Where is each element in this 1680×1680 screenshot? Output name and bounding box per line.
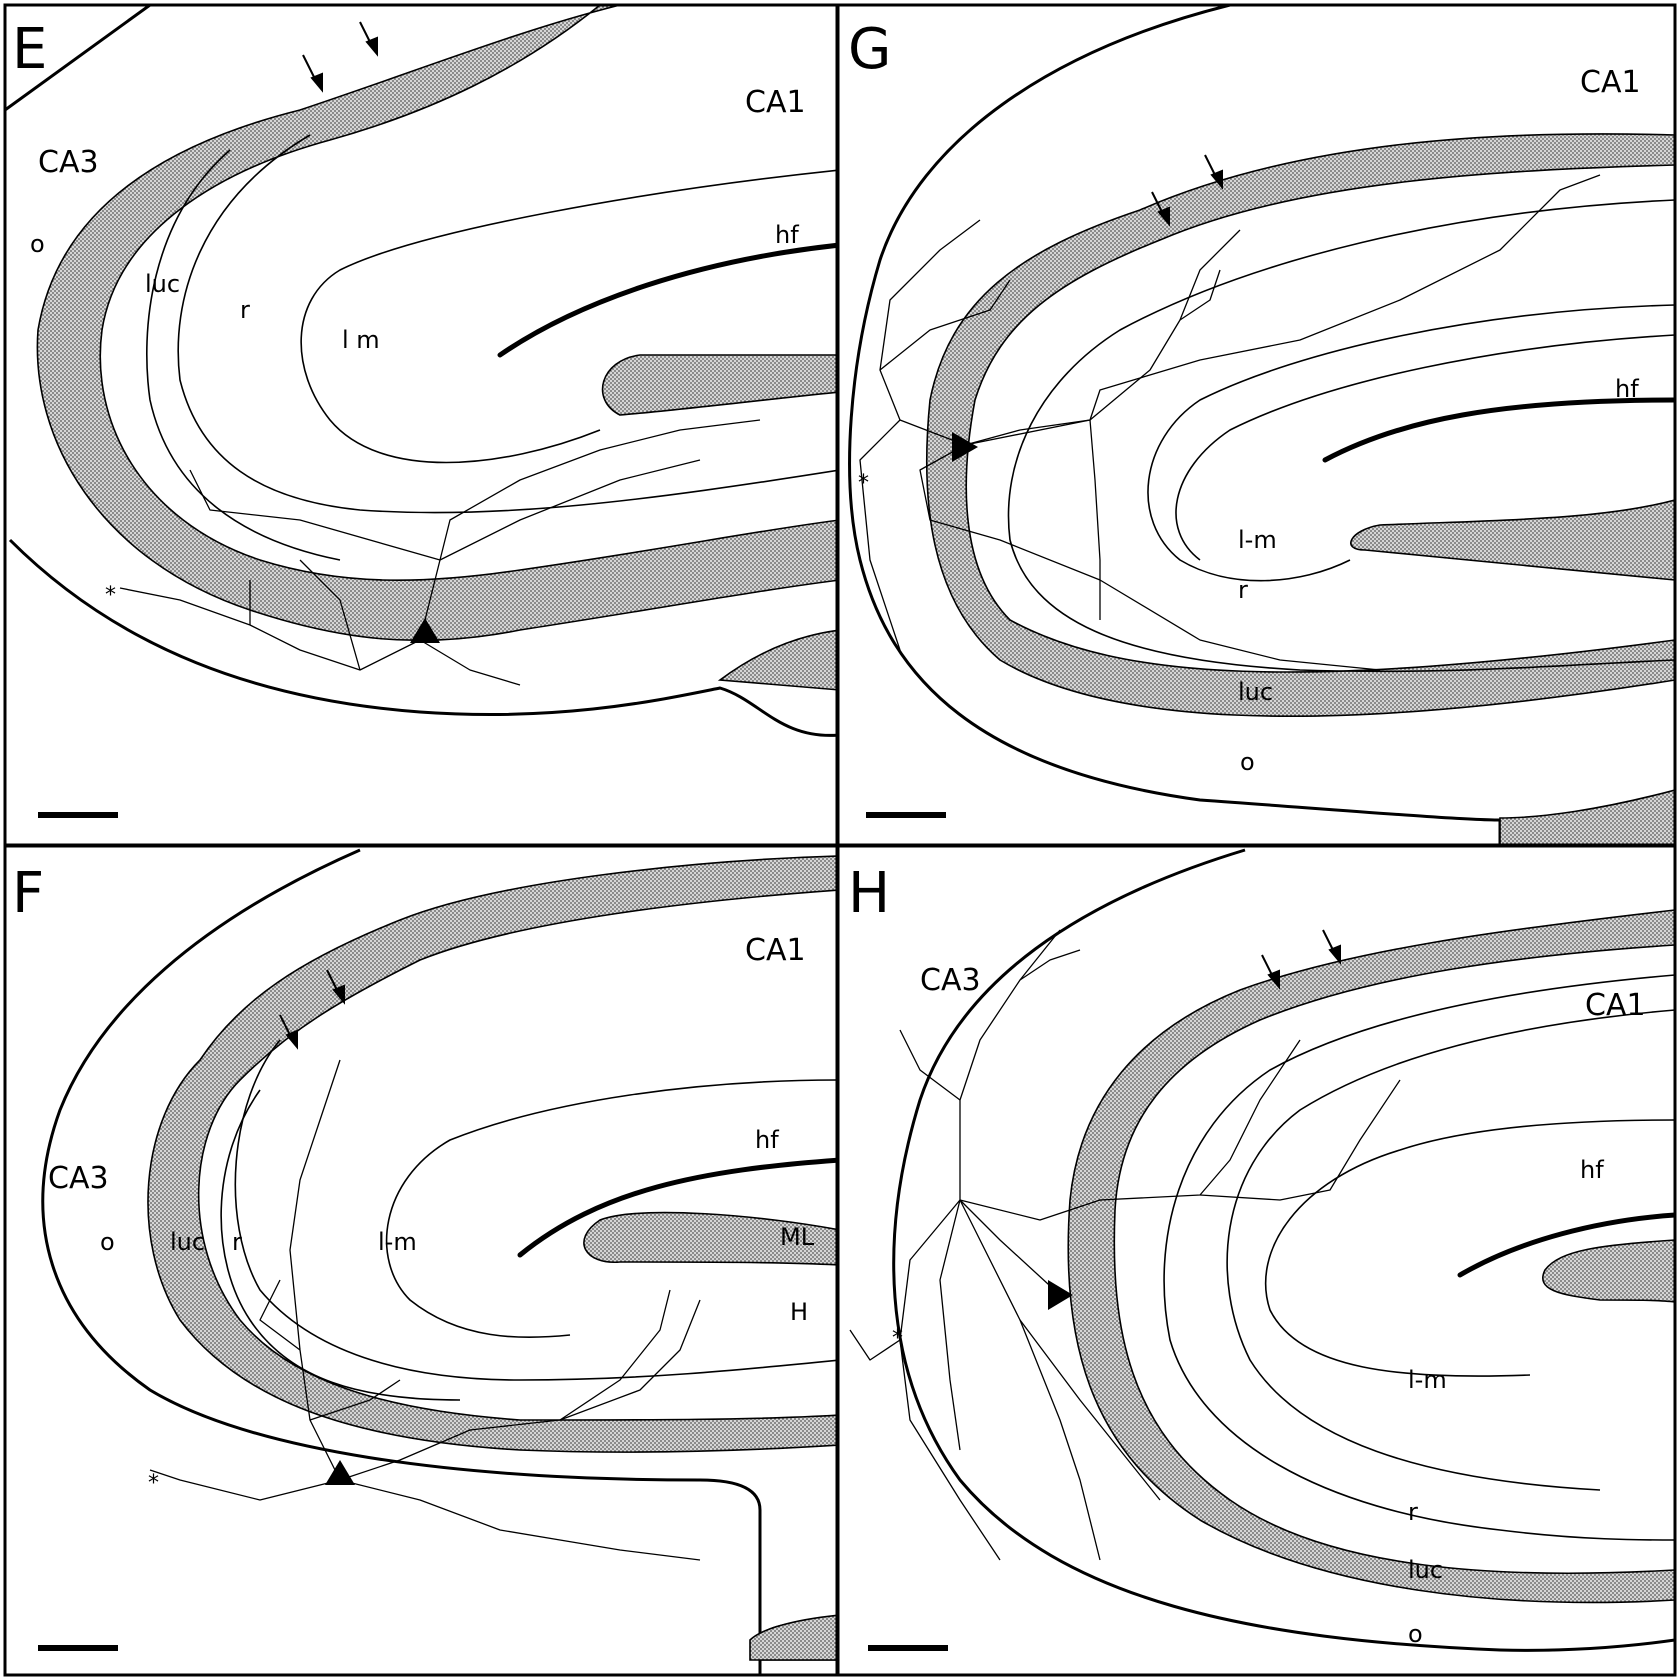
- region-label-ca1: CA1: [1585, 988, 1646, 1023]
- layer-label-lm: l-m: [1238, 526, 1277, 554]
- soma-triangle-icon: [1048, 1280, 1073, 1310]
- hippocampus-outline: [848, 5, 1502, 845]
- arrow-icon: [279, 969, 345, 1050]
- hippocampus-outline: [892, 848, 1675, 1652]
- cut-point-marker: *: [148, 1471, 159, 1496]
- panel-frame: [3, 3, 839, 847]
- layer-label-o: o: [1408, 1620, 1423, 1648]
- neuron-tracing: [859, 174, 1601, 671]
- arrow-icon: [302, 21, 378, 93]
- pyramidal-layer-band: [147, 855, 837, 1453]
- layer-boundary: [1147, 304, 1675, 582]
- region-label-ca3: CA3: [920, 963, 981, 998]
- region-label-ca1: CA1: [745, 85, 806, 120]
- scale-bar: [868, 1645, 948, 1651]
- layer-boundary: [220, 1089, 461, 1401]
- pyramidal-layer-band: [925, 133, 1675, 718]
- region-label-ca3: CA3: [38, 145, 99, 180]
- soma-triangle-icon: [325, 1460, 355, 1485]
- hippocampal-fissure: [1322, 397, 1675, 463]
- soma-triangle-icon: [410, 618, 440, 643]
- lm-boundary: [385, 1079, 837, 1339]
- layer-label-h: H: [790, 1298, 808, 1326]
- hippocampal-fissure: [497, 242, 837, 358]
- panel-letter: G: [848, 17, 891, 82]
- layer-label-r: r: [232, 1228, 242, 1256]
- dentate-blade: [1350, 499, 1675, 581]
- layer-label-r: r: [240, 296, 250, 324]
- panel-frame: [836, 844, 1677, 1677]
- layer-label-lm: l-m: [1408, 1366, 1447, 1394]
- layer-label-hf: hf: [755, 1126, 779, 1154]
- neuron-tracing: [119, 419, 761, 686]
- layer-label-luc: luc: [170, 1228, 205, 1256]
- arrow-icon: [1261, 929, 1341, 990]
- layer-label-ml: ML: [780, 1223, 815, 1251]
- neuron-tracing: [149, 1059, 701, 1561]
- region-label-ca3: CA3: [48, 1161, 109, 1196]
- lm-boundary: [1175, 334, 1675, 561]
- layer-label-hf: hf: [1580, 1156, 1604, 1184]
- layer-boundary: [146, 149, 341, 561]
- lm-boundary: [1264, 1119, 1675, 1377]
- panel-h: H CA3 CA1 hf l-m r luc o *: [848, 848, 1675, 1652]
- layer-label-o: o: [30, 230, 45, 258]
- hippocampus-outline: [41, 848, 762, 1675]
- dentate-upper-limb: [583, 1211, 837, 1266]
- panel-letter: H: [848, 861, 890, 926]
- hippocampal-fissure: [1457, 1212, 1675, 1278]
- panel-f: F CA3 CA1 o luc r l-m hf ML H *: [12, 848, 837, 1675]
- layer-label-hf: hf: [775, 221, 799, 249]
- region-label-ca1: CA1: [1580, 65, 1641, 100]
- soma-triangle-icon: [952, 432, 978, 462]
- brain-surface-outline: [5, 5, 151, 112]
- scale-bar: [866, 812, 946, 818]
- neuron-tracing: [849, 929, 1401, 1561]
- layer-label-r: r: [1238, 576, 1248, 604]
- cut-point-marker: *: [858, 471, 869, 496]
- layer-boundary: [1007, 199, 1675, 673]
- layer-label-o: o: [1240, 748, 1255, 776]
- hippocampus-outline: [8, 538, 837, 737]
- scale-bar: [38, 812, 118, 818]
- dentate-blade: [1542, 1239, 1675, 1303]
- region-label-ca1: CA1: [745, 933, 806, 968]
- layer-label-hf: hf: [1615, 375, 1639, 403]
- dentate-gyrus: [749, 1614, 837, 1661]
- layer-label-o: o: [100, 1228, 115, 1256]
- layer-boundary: [1226, 1009, 1675, 1491]
- hippocampal-fissure: [517, 1157, 837, 1258]
- layer-label-luc: luc: [1238, 678, 1273, 706]
- dentate-blade-lower: [717, 629, 837, 691]
- layer-label-lm: l m: [342, 326, 380, 354]
- arrow-icon: [1151, 154, 1223, 227]
- layer-label-lm: l-m: [378, 1228, 417, 1256]
- panel-g: G CA1 hf l-m r luc o *: [848, 5, 1675, 845]
- layer-label-luc: luc: [1408, 1556, 1443, 1584]
- cut-point-marker: *: [892, 1326, 903, 1351]
- cut-point-marker: *: [105, 583, 116, 608]
- layer-boundary: [234, 1039, 837, 1381]
- panel-e: E CA3 CA1 o luc r l m hf *: [5, 5, 837, 818]
- panel-letter: E: [12, 17, 47, 82]
- layer-boundary: [1163, 974, 1675, 1541]
- layer-boundary: [177, 134, 837, 514]
- layer-label-r: r: [1408, 1498, 1418, 1526]
- layer-label-luc: luc: [145, 270, 180, 298]
- lm-boundary: [300, 169, 837, 464]
- panel-letter: F: [12, 861, 44, 926]
- scale-bar: [38, 1645, 118, 1651]
- dentate-blade-upper: [601, 354, 837, 416]
- pyramidal-layer-band: [36, 5, 837, 642]
- dentate-blade-lower: [1499, 789, 1675, 845]
